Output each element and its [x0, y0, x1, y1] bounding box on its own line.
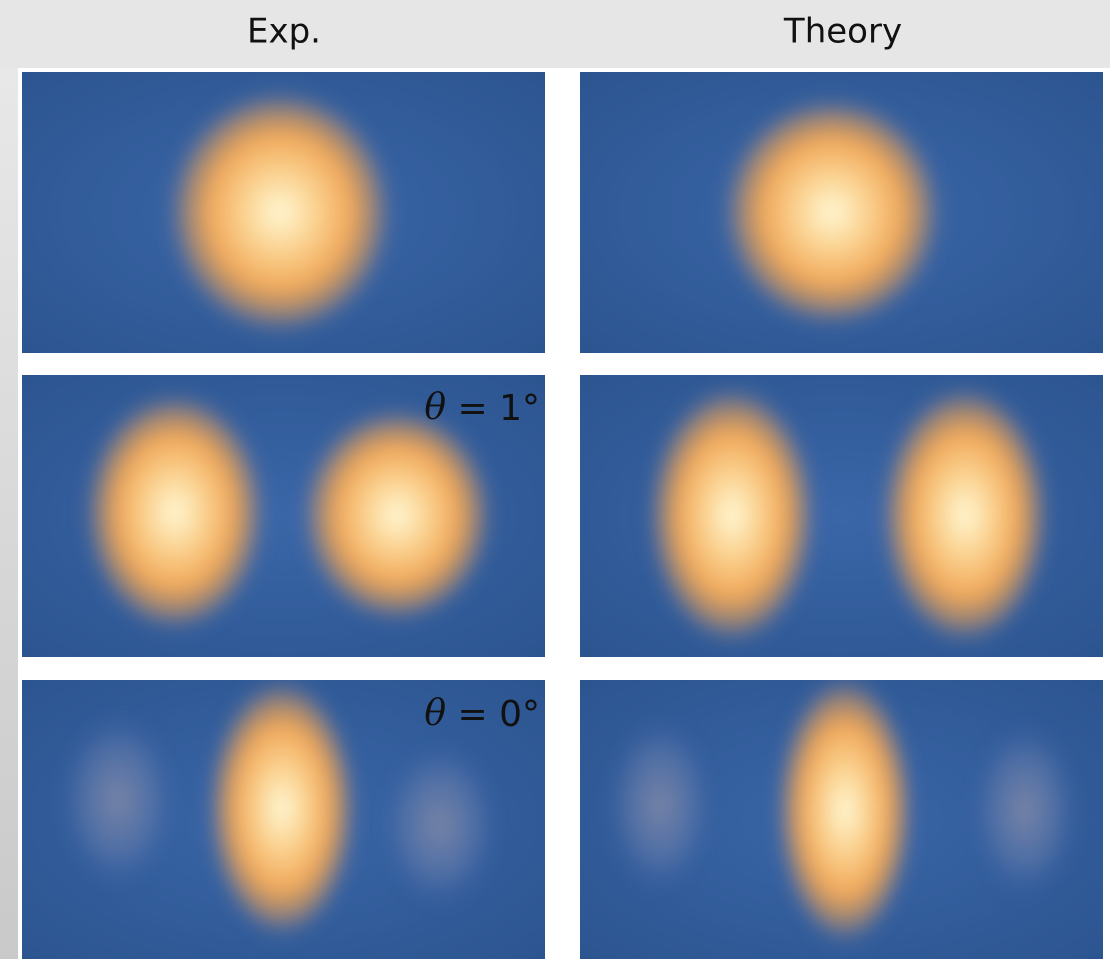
image-panel [22, 72, 545, 353]
angle-value: = 1° [457, 388, 540, 429]
symbol: θ [424, 387, 446, 428]
angle-label: θ = 1° [424, 387, 540, 429]
angle-label: θ = 0° [424, 693, 540, 735]
image-panel [580, 72, 1103, 353]
angle-value: = 0° [457, 694, 540, 735]
column-header: Theory [783, 12, 902, 52]
image-panel [580, 680, 1103, 959]
column-header: Exp. [247, 12, 321, 52]
image-panel [580, 375, 1103, 657]
side-strip [0, 68, 20, 959]
image-panel [22, 375, 545, 657]
symbol: θ [424, 693, 446, 734]
image-panel [22, 680, 545, 959]
